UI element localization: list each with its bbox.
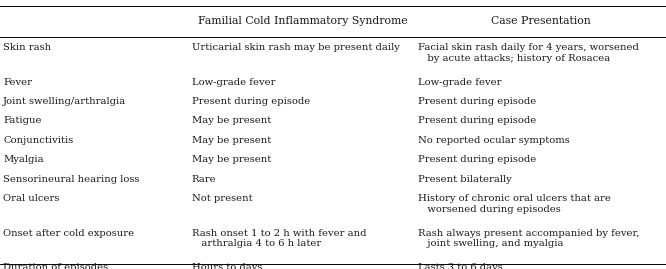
Text: Skin rash: Skin rash [3, 43, 51, 52]
Text: Fever: Fever [3, 78, 33, 87]
Text: Fatigue: Fatigue [3, 116, 42, 125]
Text: Familial Cold Inflammatory Syndrome: Familial Cold Inflammatory Syndrome [198, 16, 408, 26]
Text: Low-grade fever: Low-grade fever [192, 78, 275, 87]
Text: Rare: Rare [192, 175, 216, 183]
Text: Duration of episodes: Duration of episodes [3, 263, 109, 269]
Text: Urticarial skin rash may be present daily: Urticarial skin rash may be present dail… [192, 43, 400, 52]
Text: Low-grade fever: Low-grade fever [418, 78, 501, 87]
Text: Present during episode: Present during episode [418, 116, 537, 125]
Text: Hours to days: Hours to days [192, 263, 262, 269]
Text: Oral ulcers: Oral ulcers [3, 194, 60, 203]
Text: Present during episode: Present during episode [418, 97, 537, 106]
Text: Present bilaterally: Present bilaterally [418, 175, 512, 183]
Text: Present during episode: Present during episode [418, 155, 537, 164]
Text: May be present: May be present [192, 136, 271, 145]
Text: Lasts 3 to 6 days: Lasts 3 to 6 days [418, 263, 503, 269]
Text: Present during episode: Present during episode [192, 97, 310, 106]
Text: Rash always present accompanied by fever,
   joint swelling, and myalgia: Rash always present accompanied by fever… [418, 229, 640, 248]
Text: Facial skin rash daily for 4 years, worsened
   by acute attacks; history of Ros: Facial skin rash daily for 4 years, wors… [418, 43, 639, 63]
Text: Case Presentation: Case Presentation [492, 16, 591, 26]
Text: Not present: Not present [192, 194, 252, 203]
Text: May be present: May be present [192, 116, 271, 125]
Text: Sensorineural hearing loss: Sensorineural hearing loss [3, 175, 140, 183]
Text: Joint swelling/arthralgia: Joint swelling/arthralgia [3, 97, 127, 106]
Text: Rash onset 1 to 2 h with fever and
   arthralgia 4 to 6 h later: Rash onset 1 to 2 h with fever and arthr… [192, 229, 366, 248]
Text: Onset after cold exposure: Onset after cold exposure [3, 229, 135, 238]
Text: May be present: May be present [192, 155, 271, 164]
Text: Conjunctivitis: Conjunctivitis [3, 136, 73, 145]
Text: History of chronic oral ulcers that are
   worsened during episodes: History of chronic oral ulcers that are … [418, 194, 611, 214]
Text: Myalgia: Myalgia [3, 155, 44, 164]
Text: No reported ocular symptoms: No reported ocular symptoms [418, 136, 570, 145]
